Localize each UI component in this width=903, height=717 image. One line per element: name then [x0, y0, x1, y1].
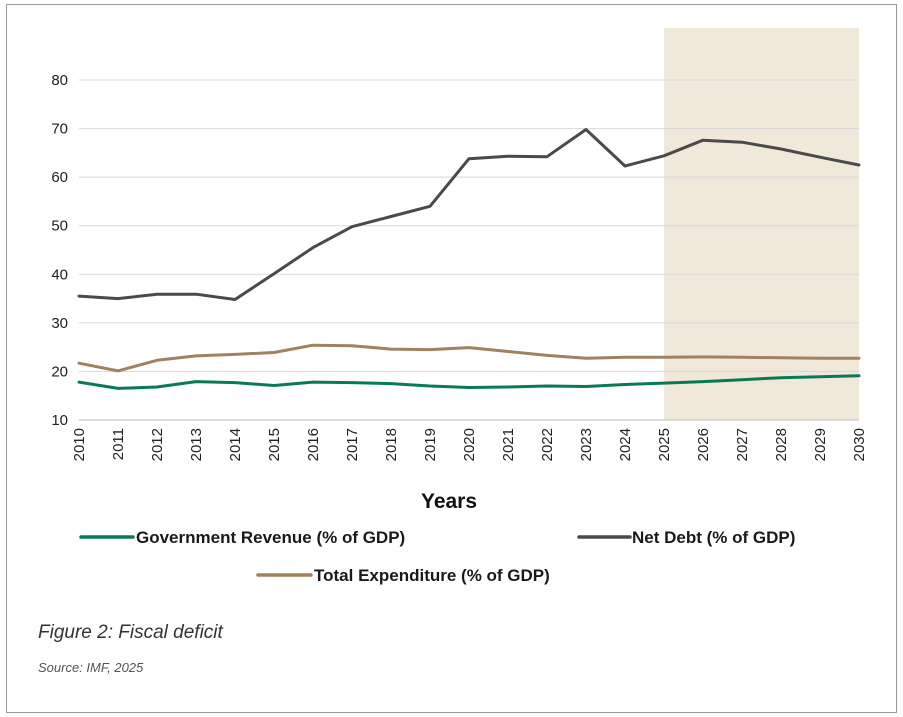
series-line-2	[77, 128, 861, 301]
legend-label: Government Revenue (% of GDP)	[136, 528, 405, 547]
x-tick-label: 2027	[734, 428, 751, 461]
x-tick-label: 2018	[383, 428, 400, 461]
projection-shading	[664, 28, 859, 420]
x-tick-label: 2030	[851, 428, 868, 461]
series-lines	[77, 128, 861, 390]
y-tick-label: 40	[51, 266, 68, 283]
x-tick-label: 2012	[149, 428, 166, 461]
x-tick-label: 2013	[188, 428, 205, 461]
x-tick-label: 2026	[695, 428, 712, 461]
x-tick-label: 2019	[422, 428, 439, 461]
projection-shading-layer	[664, 28, 859, 420]
y-tick-label: 10	[51, 412, 68, 429]
x-tick-label: 2025	[656, 428, 673, 461]
legend: Government Revenue (% of GDP) Net Debt (%…	[79, 528, 795, 585]
x-tick-label: 2020	[461, 428, 478, 461]
legend-item-1: Government Revenue (% of GDP)	[79, 528, 405, 547]
x-tick-label: 2010	[71, 428, 88, 461]
x-tick-label: 2015	[266, 428, 283, 461]
y-tick-label: 30	[51, 315, 68, 332]
x-tick-label: 2011	[110, 428, 127, 460]
x-tick-label: 2016	[305, 428, 322, 461]
legend-label: Total Expenditure (% of GDP)	[314, 566, 550, 585]
x-tick-label: 2017	[344, 428, 361, 461]
legend-item-2: Net Debt (% of GDP)	[577, 528, 795, 547]
y-tick-label: 70	[51, 121, 68, 138]
x-axis-ticks: 2010 2011 2012 2013 2014 2015 2016 2017 2018 2019…	[71, 428, 868, 461]
x-tick-label: 2024	[617, 428, 634, 461]
x-tick-label: 2021	[500, 428, 517, 461]
x-tick-label: 2022	[539, 428, 556, 461]
series-line-1	[77, 374, 861, 390]
legend-label: Net Debt (% of GDP)	[632, 528, 795, 547]
y-axis-ticks: 10 20 30 40 50 60 70 80	[51, 72, 68, 429]
y-tick-label: 60	[51, 169, 68, 186]
x-tick-label: 2029	[812, 428, 829, 461]
y-tick-label: 20	[51, 363, 68, 380]
x-tick-label: 2014	[227, 428, 244, 461]
gridlines	[79, 79, 859, 421]
y-tick-label: 50	[51, 218, 68, 235]
figure-source: Source: IMF, 2025	[38, 660, 144, 675]
x-tick-label: 2028	[773, 428, 790, 461]
y-tick-label: 80	[51, 72, 68, 89]
x-axis-label: Years	[421, 490, 477, 513]
series-line-3	[77, 343, 861, 373]
figure-caption: Figure 2: Fiscal deficit	[38, 622, 223, 643]
legend-item-3: Total Expenditure (% of GDP)	[256, 566, 550, 585]
x-tick-label: 2023	[578, 428, 595, 461]
